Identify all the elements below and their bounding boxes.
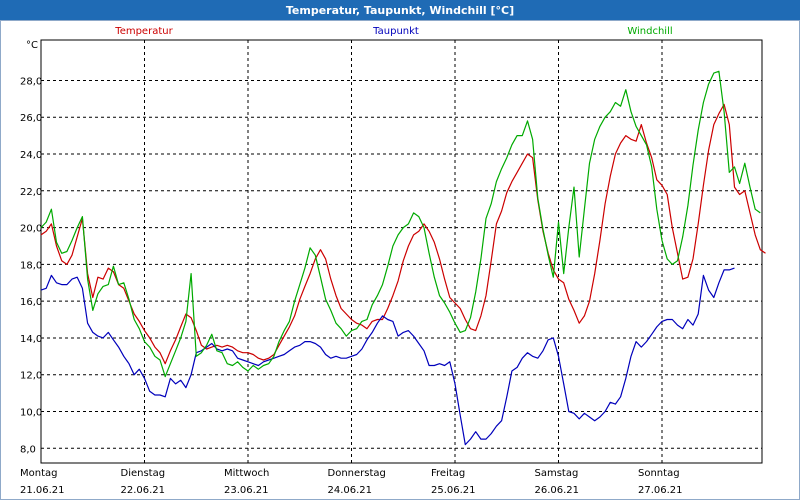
series-line-windchill bbox=[40, 70, 761, 378]
y-tick-label: 22,0 bbox=[20, 187, 42, 198]
x-tick-day: Mittwoch bbox=[224, 468, 269, 479]
x-tick-date: 22.06.21 bbox=[121, 485, 166, 496]
grid-lines bbox=[41, 40, 762, 463]
chart-title: Temperatur, Taupunkt, Windchill [°C] bbox=[0, 0, 800, 21]
y-tick-label: 14,0 bbox=[20, 334, 42, 345]
x-tick-date: 23.06.21 bbox=[224, 485, 269, 496]
y-tick-label: 12,0 bbox=[20, 371, 42, 382]
x-tick-day: Montag bbox=[20, 468, 57, 479]
legend-entry-taupunkt: Taupunkt bbox=[372, 26, 419, 37]
x-tick-date: 27.06.21 bbox=[638, 485, 683, 496]
y-tick-label: 24,0 bbox=[20, 150, 42, 161]
legend: Temperatur Taupunkt Windchill bbox=[114, 26, 672, 37]
legend-entry-windchill: Windchill bbox=[627, 26, 672, 37]
plot-area bbox=[40, 39, 763, 464]
y-tick-label: 28,0 bbox=[20, 76, 42, 87]
legend-entry-temperatur: Temperatur bbox=[114, 26, 173, 37]
y-tick-label: 16,0 bbox=[20, 297, 42, 308]
y-tick-label: 8,0 bbox=[20, 444, 36, 455]
x-tick-day: Sonntag bbox=[638, 468, 680, 479]
series-line-taupunkt bbox=[40, 267, 735, 446]
window-border bbox=[0, 20, 800, 500]
x-tick-day: Freitag bbox=[431, 468, 465, 479]
x-tick-day: Samstag bbox=[535, 468, 579, 479]
x-tick-day: Dienstag bbox=[121, 468, 166, 479]
y-tick-label: 10,0 bbox=[20, 408, 42, 419]
y-tick-label: 26,0 bbox=[20, 113, 42, 124]
y-axis-label: °C bbox=[26, 40, 38, 51]
x-axis-tick-labels: Montag 21.06.21 Dienstag 22.06.21 Mittwoch 23… bbox=[20, 468, 683, 496]
x-tick-date: 25.06.21 bbox=[431, 485, 476, 496]
y-tick-label: 18,0 bbox=[20, 260, 42, 271]
y-tick-label: 20,0 bbox=[20, 224, 42, 235]
series-line-temperatur bbox=[40, 103, 766, 365]
y-axis-tick-labels: 8,0 10,0 12,0 14,0 16,0 18,0 20,0 22,0 24,0 26,0 2… bbox=[20, 76, 42, 455]
line-chart: 8,0 10,0 12,0 14,0 16,0 18,0 20,0 22,0 24,0 26,0 2… bbox=[20, 26, 766, 496]
series-lines bbox=[40, 70, 766, 446]
x-tick-date: 24.06.21 bbox=[328, 485, 373, 496]
x-tick-date: 21.06.21 bbox=[20, 485, 65, 496]
x-tick-date: 26.06.21 bbox=[535, 485, 580, 496]
x-tick-day: Donnerstag bbox=[328, 468, 386, 479]
